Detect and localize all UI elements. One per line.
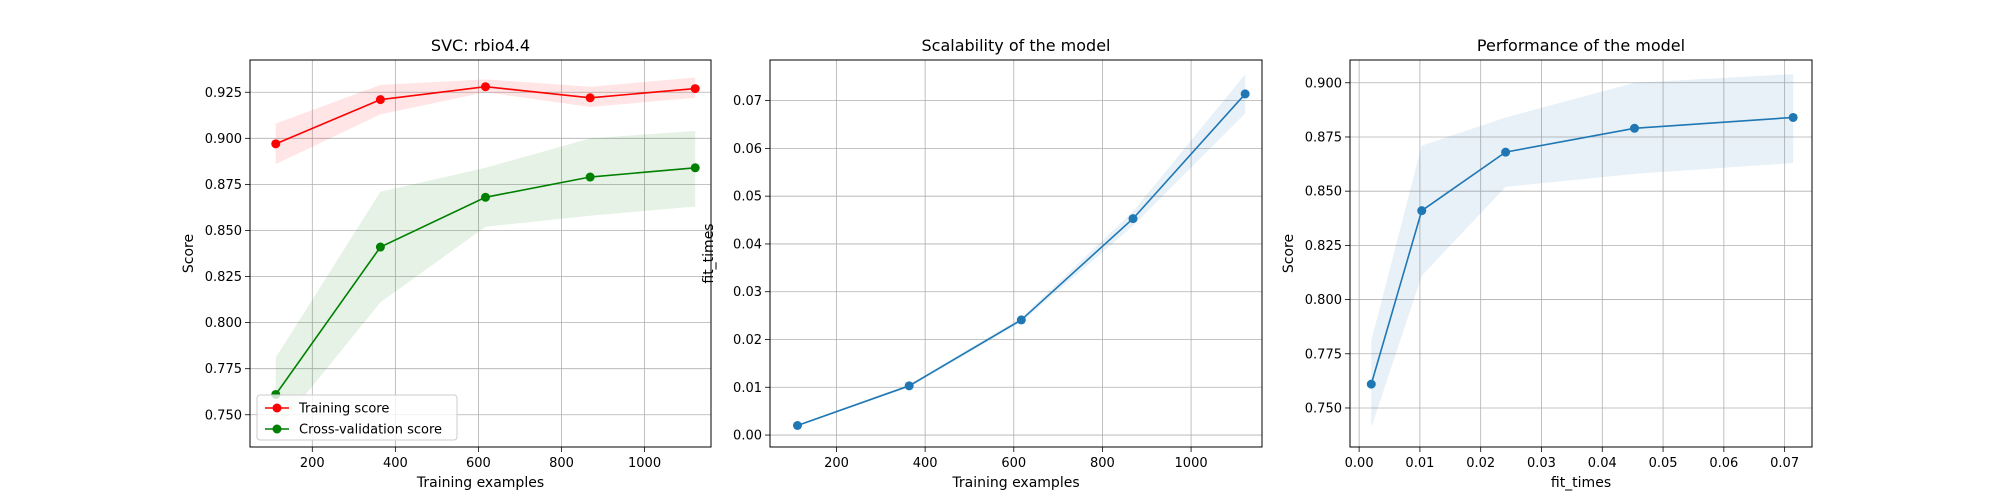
series-0	[792, 74, 1250, 430]
data-point	[690, 163, 700, 173]
legend-label: Cross-validation score	[299, 423, 442, 438]
y-tick-label: 0.05	[733, 190, 762, 205]
y-tick-label: 0.775	[1305, 347, 1342, 362]
performance-panel: 0.00 0.01 0.02 0.03 0.04 0.05 0.06 0.070.7500.7…	[1281, 36, 1813, 491]
data-point	[1366, 379, 1376, 389]
data-point	[271, 139, 281, 149]
x-tick-label: 200	[824, 456, 849, 471]
y-tick-label: 0.750	[1305, 401, 1342, 416]
learning-curve-panel: 200 400 600 800 1000 0.750 0.775 0.800 0.825 0.85…	[181, 36, 712, 491]
axes-frame	[249, 59, 712, 448]
legend: Training score Cross-validation score	[256, 394, 458, 441]
y-tick-label: 0.925	[205, 86, 242, 101]
x-tick-label: 1000	[1175, 456, 1208, 471]
x-axis-label: fit_times	[1551, 475, 1611, 491]
x-tick-label: 0.00	[1345, 456, 1374, 471]
y-axis-label: Score	[181, 234, 197, 273]
y-tick-label: 0.850	[1305, 185, 1342, 200]
series-1	[271, 130, 700, 432]
x-axis-ticks: 0.00 0.01 0.02 0.03 0.04 0.05 0.06 0.07	[1345, 447, 1799, 471]
y-tick-label: 0.02	[733, 333, 762, 348]
y-axis-ticks: 0.750 0.775 0.800 0.825 0.850 0.875 0.900	[1305, 76, 1350, 416]
chart-title: Performance of the model	[1477, 36, 1685, 55]
data-point	[375, 95, 385, 105]
confidence-band	[275, 130, 696, 432]
x-tick-label: 600	[466, 456, 491, 471]
y-tick-label: 0.750	[205, 408, 242, 423]
data-point	[585, 93, 595, 103]
scalability-panel: 200 400 600 800 1000 0.00 0.01 0.02 0.03 0.04 0.05…	[701, 36, 1263, 491]
legend-marker	[272, 424, 282, 434]
y-axis-label: Score	[1281, 234, 1297, 273]
x-tick-label: 1000	[628, 456, 661, 471]
axes-frame	[769, 59, 1263, 448]
legend-marker	[272, 403, 282, 413]
y-tick-label: 0.875	[1305, 130, 1342, 145]
y-tick-label: 0.03	[733, 285, 762, 300]
x-tick-label: 0.02	[1466, 456, 1495, 471]
data-point	[792, 421, 802, 430]
y-tick-label: 0.01	[733, 381, 762, 396]
chart-title: SVC: rbio4.4	[431, 36, 530, 55]
data-point	[1788, 112, 1798, 122]
data-point	[375, 242, 385, 252]
x-axis-ticks: 200 400 600 800 1000	[824, 447, 1208, 471]
axes-frame	[1349, 59, 1813, 448]
x-tick-label: 800	[1090, 456, 1115, 471]
series-0	[1366, 74, 1798, 428]
y-tick-label: 0.00	[733, 429, 762, 444]
x-tick-label: 0.06	[1709, 456, 1738, 471]
x-tick-label: 600	[1001, 456, 1026, 471]
legend-box	[256, 394, 458, 441]
y-tick-label: 0.06	[733, 142, 762, 157]
x-axis-label: Training examples	[416, 475, 544, 491]
x-tick-label: 0.04	[1588, 456, 1617, 471]
x-tick-label: 200	[300, 456, 325, 471]
data-point	[1417, 206, 1427, 216]
x-tick-label: 0.03	[1527, 456, 1556, 471]
y-tick-label: 0.775	[205, 362, 242, 377]
data-point	[585, 172, 595, 182]
grid	[770, 60, 1262, 447]
y-axis-label: fit_times	[701, 223, 717, 283]
data-point	[480, 192, 490, 202]
chart-title: Scalability of the model	[922, 36, 1111, 55]
series-0	[271, 77, 700, 165]
y-axis-ticks: 0.00 0.01 0.02 0.03 0.04 0.05 0.06 0.07	[733, 94, 770, 444]
legend-label: Training score	[298, 402, 389, 417]
y-tick-label: 0.850	[205, 224, 242, 239]
y-tick-label: 0.04	[733, 237, 762, 252]
y-tick-label: 0.875	[205, 178, 242, 193]
x-axis-ticks: 200 400 600 800 1000	[300, 447, 661, 471]
data-point	[690, 84, 700, 94]
data-point	[1240, 89, 1250, 99]
confidence-band	[797, 74, 1246, 427]
y-tick-label: 0.825	[205, 270, 242, 285]
data-point	[480, 82, 490, 92]
data-point	[1501, 147, 1511, 157]
y-tick-label: 0.825	[1305, 239, 1342, 254]
series-line	[797, 93, 1246, 427]
y-tick-label: 0.07	[733, 94, 762, 109]
x-tick-label: 400	[913, 456, 938, 471]
y-tick-label: 0.900	[205, 132, 242, 147]
x-tick-label: 800	[549, 456, 574, 471]
confidence-band	[1371, 74, 1794, 428]
y-tick-label: 0.800	[205, 316, 242, 331]
x-tick-label: 400	[383, 456, 408, 471]
data-point	[1629, 123, 1639, 133]
data-point	[904, 381, 914, 391]
x-tick-label: 0.05	[1649, 456, 1678, 471]
data-point	[1016, 315, 1026, 325]
x-tick-label: 0.01	[1405, 456, 1434, 471]
y-axis-ticks: 0.750 0.775 0.800 0.825 0.850 0.875 0.900 0.925	[205, 86, 250, 423]
x-tick-label: 0.07	[1770, 456, 1799, 471]
data-point	[1128, 214, 1138, 224]
y-tick-label: 0.800	[1305, 293, 1342, 308]
x-axis-label: Training examples	[951, 475, 1079, 491]
grid	[1350, 60, 1812, 447]
y-tick-label: 0.900	[1305, 76, 1342, 91]
